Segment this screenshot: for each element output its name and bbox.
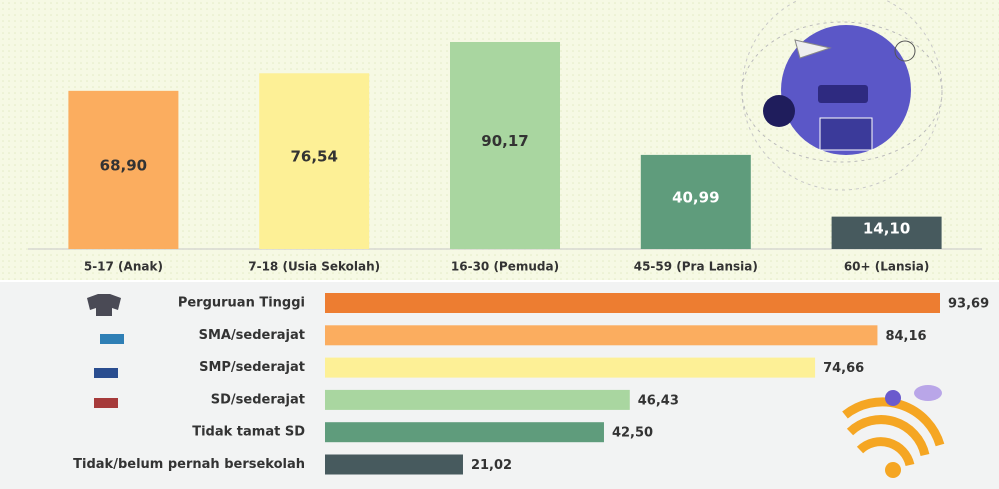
- value-label: 68,90: [100, 156, 147, 174]
- bar: [325, 390, 630, 410]
- value-label: 14,10: [863, 219, 910, 237]
- value-label: 40,99: [672, 188, 719, 206]
- value-label: 42,50: [612, 426, 653, 441]
- y-tick-label: SMP/sederajat: [199, 360, 305, 375]
- value-label: 84,16: [885, 329, 926, 344]
- y-tick-label: Perguruan Tinggi: [178, 296, 305, 311]
- x-tick-label: 60+ (Lansia): [844, 260, 930, 274]
- bar: [325, 455, 463, 475]
- infographic: 68,90 5-17 (Anak) 76,54 7-18 (Usia Sekolah)…: [0, 0, 999, 489]
- y-tick-label: Tidak tamat SD: [192, 425, 305, 440]
- x-tick-label: 7-18 (Usia Sekolah): [248, 260, 380, 274]
- value-label: 21,02: [471, 458, 512, 473]
- y-tick-label: Tidak/belum pernah bersekolah: [73, 457, 305, 472]
- bar: [325, 325, 877, 345]
- x-tick-label: 45-59 (Pra Lansia): [634, 260, 758, 274]
- bar: [325, 422, 604, 442]
- bar: [325, 358, 815, 378]
- value-label: 93,69: [948, 297, 989, 312]
- value-label: 76,54: [290, 148, 337, 166]
- x-tick-label: 5-17 (Anak): [84, 260, 163, 274]
- y-tick-label: SMA/sederajat: [199, 328, 305, 343]
- value-label: 46,43: [638, 393, 679, 408]
- value-label: 74,66: [823, 361, 864, 376]
- y-tick-label: SD/sederajat: [211, 392, 305, 407]
- bar: [325, 293, 940, 313]
- value-label: 90,17: [481, 132, 528, 150]
- x-tick-label: 16-30 (Pemuda): [451, 260, 559, 274]
